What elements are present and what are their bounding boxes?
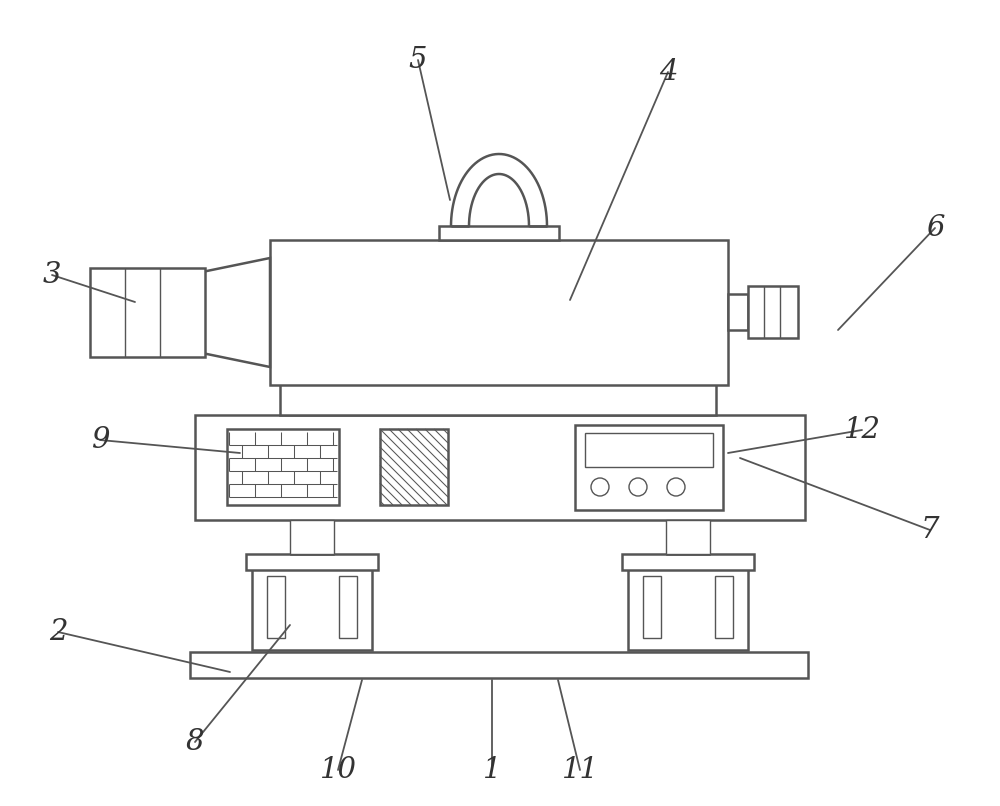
Circle shape bbox=[629, 478, 647, 496]
Bar bbox=[90, 268, 205, 357]
Bar bbox=[748, 286, 798, 338]
Text: 1: 1 bbox=[483, 756, 501, 784]
Bar bbox=[643, 576, 661, 638]
Text: 5: 5 bbox=[409, 46, 427, 74]
Text: 10: 10 bbox=[320, 756, 356, 784]
Text: 8: 8 bbox=[186, 728, 204, 756]
Bar bbox=[339, 576, 357, 638]
Bar bbox=[728, 294, 748, 330]
Bar bbox=[267, 576, 285, 638]
Bar bbox=[628, 568, 748, 650]
Text: 7: 7 bbox=[921, 516, 939, 544]
Bar bbox=[252, 568, 372, 650]
Text: 12: 12 bbox=[844, 416, 881, 444]
Bar bbox=[439, 226, 559, 240]
Text: 2: 2 bbox=[49, 618, 67, 646]
Text: 3: 3 bbox=[43, 261, 61, 289]
Bar bbox=[715, 576, 733, 638]
Bar bbox=[190, 652, 808, 678]
Bar bbox=[575, 425, 723, 510]
Text: 11: 11 bbox=[562, 756, 598, 784]
Bar bbox=[227, 429, 339, 505]
Bar bbox=[195, 415, 805, 520]
Bar bbox=[290, 520, 334, 554]
Bar bbox=[291, 534, 333, 554]
Bar bbox=[622, 554, 754, 570]
Text: 4: 4 bbox=[659, 58, 677, 86]
Bar bbox=[666, 520, 710, 554]
Circle shape bbox=[591, 478, 609, 496]
Text: 9: 9 bbox=[91, 426, 109, 454]
Circle shape bbox=[667, 478, 685, 496]
Bar bbox=[280, 377, 716, 415]
Bar bbox=[380, 429, 448, 505]
Bar bbox=[270, 240, 728, 385]
Bar bbox=[585, 433, 713, 467]
Bar bbox=[246, 554, 378, 570]
Bar bbox=[667, 534, 709, 554]
Text: 6: 6 bbox=[926, 214, 944, 242]
Polygon shape bbox=[202, 258, 270, 367]
